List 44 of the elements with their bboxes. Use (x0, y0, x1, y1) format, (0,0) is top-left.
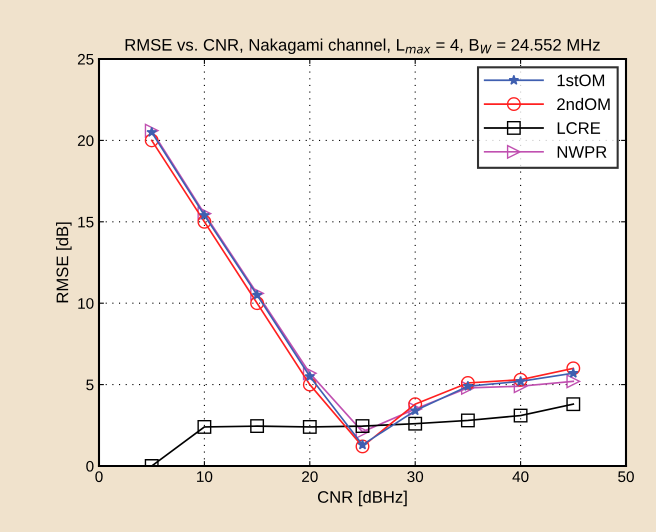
point (460, 413, 475, 428)
point (566, 361, 580, 376)
point (197, 420, 212, 434)
y-tick-label: 15 (78, 216, 94, 228)
point (514, 408, 528, 422)
point (408, 416, 422, 431)
point (144, 124, 159, 138)
chart-title: RMSE vs. CNR, Nakagami channel, L$_{max}$ = 4, B$_{W}$ = 24.552 MHz (126, 38, 600, 54)
legend-label: 2ndOM (557, 98, 610, 110)
point (302, 420, 317, 434)
point (460, 380, 475, 395)
x-tick-label: 50 (618, 471, 634, 482)
point (356, 440, 370, 454)
x-tick-label: 0 (95, 471, 103, 482)
legend-label: LCRE (558, 122, 600, 134)
point (250, 286, 264, 300)
x-tick-label: 40 (512, 471, 528, 482)
x-tick-label: 20 (302, 471, 318, 482)
y-tick-label: 0 (86, 460, 94, 472)
x-tick-label: 10 (197, 471, 212, 482)
point (514, 372, 528, 387)
y-tick-label: 5 (86, 380, 94, 390)
point (568, 368, 579, 378)
point (197, 214, 212, 229)
point (566, 374, 580, 388)
legend-label: NWPR (558, 146, 606, 158)
point (357, 439, 368, 450)
x-tick-label: 30 (407, 471, 424, 482)
x-axis-title: CNR [dBHz] (318, 490, 407, 506)
y-tick-label: 25 (78, 54, 94, 65)
point (197, 206, 212, 221)
point (250, 419, 264, 434)
y-axis-title: RMSE [dB] (56, 222, 72, 302)
point (250, 296, 264, 310)
point (460, 376, 475, 390)
point (302, 378, 317, 392)
point (302, 366, 317, 380)
point (408, 397, 422, 412)
point (144, 133, 159, 148)
point (566, 397, 580, 412)
point (356, 419, 370, 434)
y-tick-label: 10 (78, 298, 94, 309)
y-tick-label: 20 (78, 135, 94, 146)
legend-label: 1stOM (558, 74, 604, 86)
